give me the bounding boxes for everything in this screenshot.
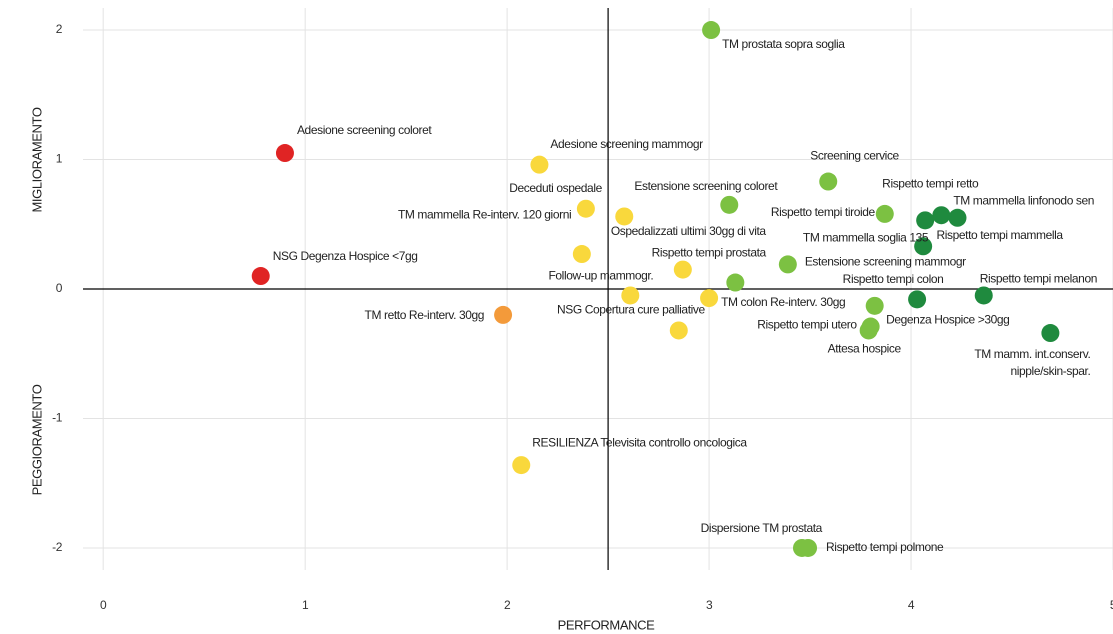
point (615, 207, 634, 226)
point-label: Rispetto tempi colon (843, 272, 944, 286)
point-label: Estensione screening mammogr (805, 255, 966, 269)
point-label: TM mammella linfonodo sen (953, 193, 1094, 207)
point (251, 267, 270, 286)
point (494, 305, 513, 324)
point (799, 538, 818, 557)
point (908, 290, 927, 309)
point (778, 255, 797, 274)
point (572, 245, 591, 264)
point-label: Adesione screening mammogr (550, 137, 703, 151)
point-label: Estensione screening coloret (634, 179, 778, 193)
point (669, 321, 688, 340)
point (702, 21, 721, 40)
x-axis-title: PERFORMANCE (558, 617, 655, 632)
point-label: Dispersione TM prostata (701, 521, 823, 535)
x-tick-label: 5 (1110, 598, 1113, 612)
point-label: Rispetto tempi utero (757, 318, 857, 332)
point-label: Ospedalizzati ultimi 30gg di vita (611, 224, 767, 238)
point (275, 144, 294, 163)
point-label: Rispetto tempi prostata (652, 246, 767, 260)
point-label: TM mammella Re-interv. 120 giorni (398, 208, 571, 222)
point-label: NSG Degenza Hospice <7gg (273, 249, 418, 263)
point-label: NSG Copertura cure palliative (557, 303, 706, 317)
point (948, 208, 967, 227)
y-axis-title-top: MIGLIORAMENTO (29, 107, 44, 212)
y-tick-label: 0 (56, 281, 63, 295)
point (819, 172, 838, 191)
point-label: RESILIENZA Televisita controllo oncologi… (532, 435, 747, 449)
point (720, 195, 739, 214)
x-tick-label: 2 (504, 598, 511, 612)
y-tick-label: -1 (52, 411, 63, 425)
point (576, 199, 595, 218)
point-label: TM mamm. int.conserv. (974, 347, 1090, 361)
point (916, 211, 935, 230)
point-label: Deceduti ospedale (509, 181, 602, 195)
point-label: TM mammella soglia 135 (803, 230, 929, 244)
point (875, 204, 894, 223)
point-label: Rispetto tempi retto (882, 177, 979, 191)
point-label: nipple/skin-spar. (1010, 364, 1090, 378)
x-tick-label: 1 (302, 598, 309, 612)
x-tick-label: 3 (706, 598, 713, 612)
point-label: Screening cervice (810, 149, 899, 163)
point-label: TM colon Re-interv. 30gg (721, 295, 845, 309)
point-label: Attesa hospice (828, 342, 902, 356)
point (621, 286, 640, 305)
point-label: TM prostata sopra soglia (722, 37, 845, 51)
point-label: Rispetto tempi mammella (936, 228, 1063, 242)
point (865, 296, 884, 315)
point-label: Rispetto tempi polmone (826, 540, 944, 554)
point (700, 289, 719, 308)
x-tick-label: 0 (100, 598, 107, 612)
y-axis-title-bottom: PEGGIORAMENTO (29, 384, 44, 495)
point-label: Rispetto tempi tiroide (771, 205, 876, 219)
point-label: Rispetto tempi melanon (980, 272, 1097, 286)
point (974, 286, 993, 305)
point-label: TM retto Re-interv. 30gg (365, 308, 485, 322)
point-label: Follow-up mammogr. (548, 269, 653, 283)
point (530, 155, 549, 174)
point (932, 206, 951, 225)
x-tick-label: 4 (908, 598, 915, 612)
point (673, 260, 692, 279)
y-tick-label: 2 (56, 22, 63, 36)
point-label: Degenza Hospice >30gg (886, 313, 1009, 327)
point (1041, 324, 1060, 343)
point-label: Adesione screening coloret (297, 123, 432, 137)
y-tick-label: -2 (52, 540, 63, 554)
point (859, 321, 878, 340)
y-tick-label: 1 (56, 152, 63, 166)
point (914, 237, 933, 256)
point (512, 456, 531, 475)
point (726, 273, 745, 292)
